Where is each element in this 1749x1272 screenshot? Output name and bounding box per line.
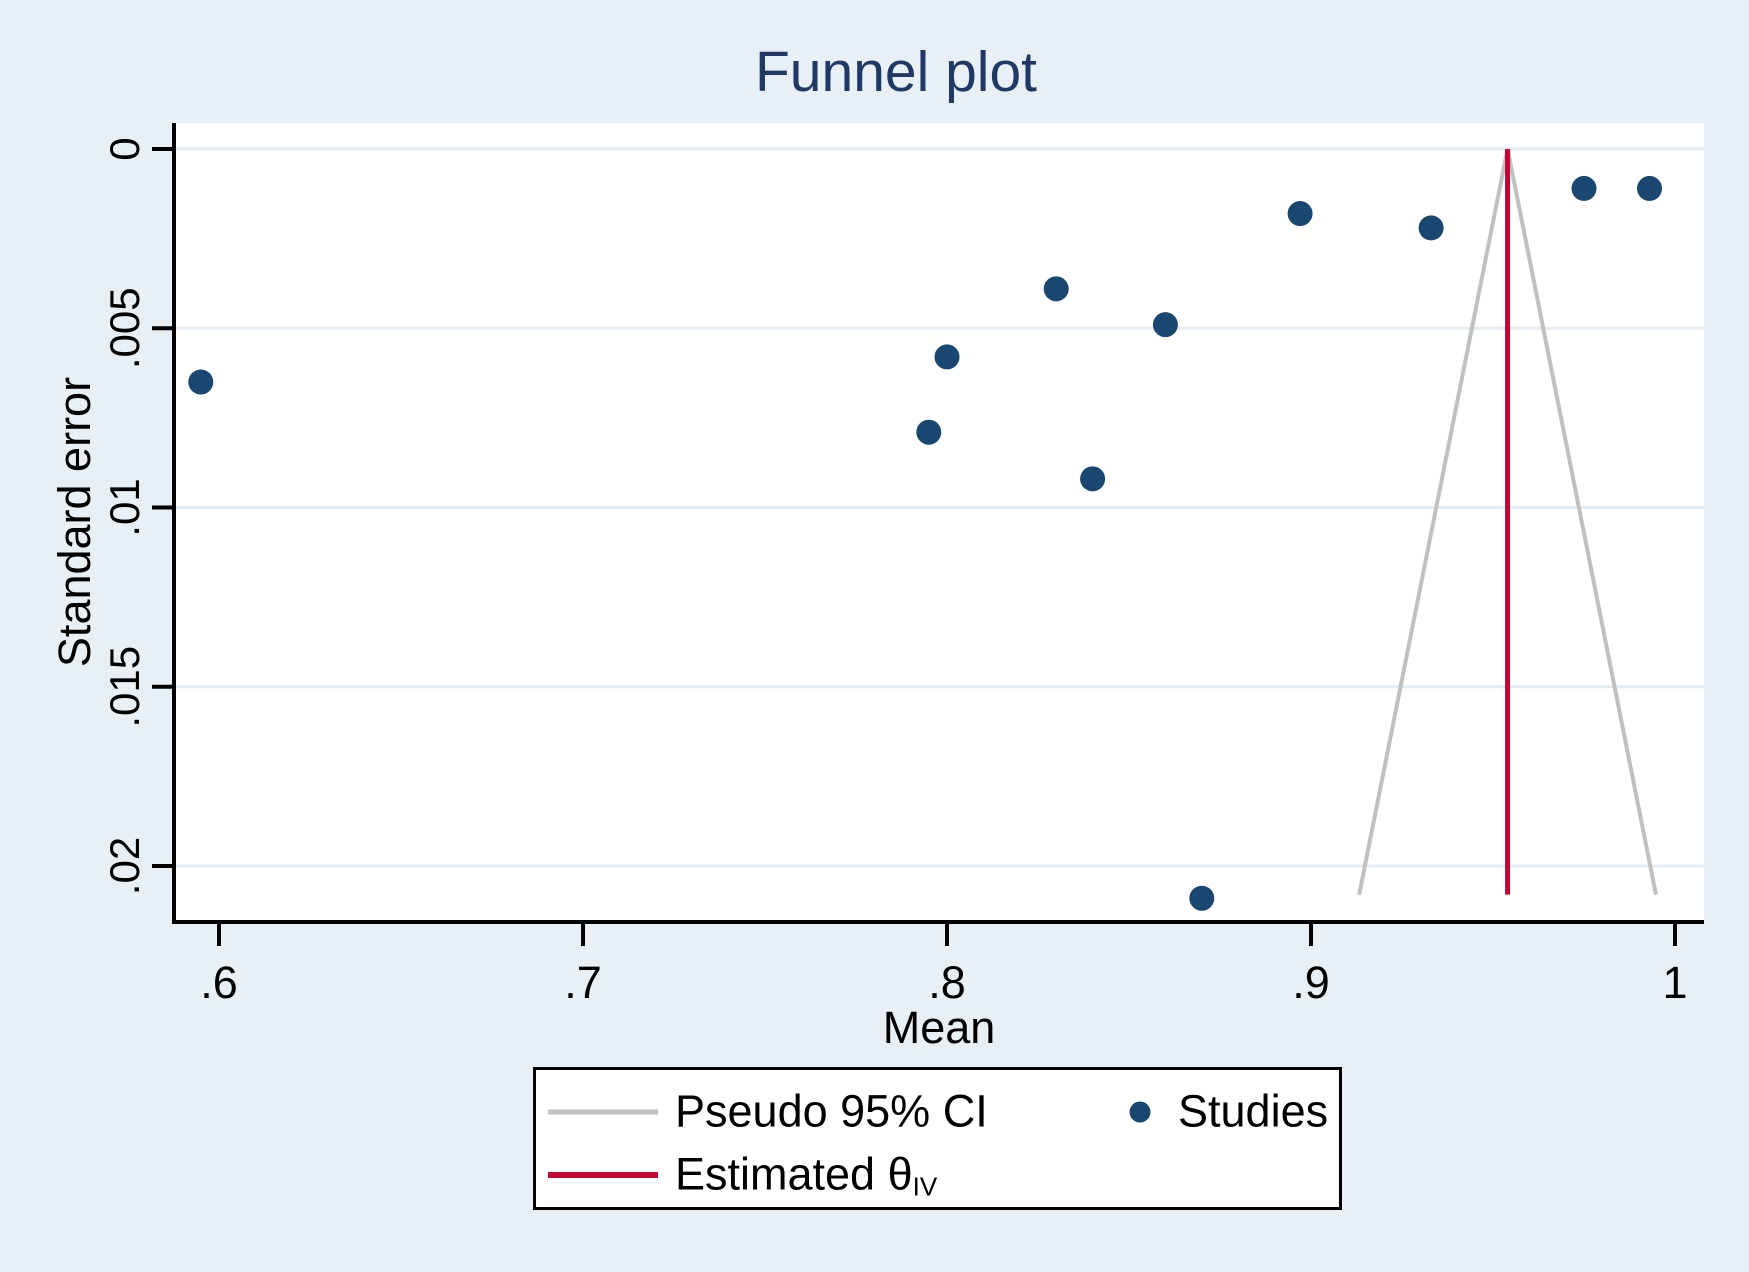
pseudo-ci-right-line: [1505, 148, 1658, 896]
study-point: [1080, 466, 1106, 492]
legend-label-estimate-subscript: IV: [912, 1171, 938, 1202]
x-tick-label: .6: [200, 957, 238, 1008]
x-tick-label: .9: [1292, 957, 1330, 1008]
study-point: [1189, 885, 1215, 911]
legend-label-estimate: Estimated θIV: [675, 1148, 937, 1200]
study-point: [1043, 276, 1069, 302]
study-point: [1152, 312, 1178, 338]
plot-background: [174, 123, 1704, 922]
chart-title: Funnel plot: [754, 40, 1038, 104]
legend-label-estimate-main: Estimated θ: [675, 1148, 913, 1200]
legend-label-studies: Studies: [1178, 1085, 1329, 1137]
y-tick-label: .01: [101, 478, 148, 536]
x-tick-label: .8: [928, 957, 966, 1008]
y-tick-label: .02: [101, 837, 148, 895]
y-tick-label: .015: [101, 646, 148, 728]
estimate-line-swatch: [548, 1172, 658, 1178]
x-tick-label: 1: [1662, 957, 1687, 1008]
y-tick-label: 0: [101, 137, 148, 160]
study-point: [1418, 215, 1444, 241]
x-axis-title: Mean: [882, 1002, 996, 1053]
study-point: [934, 344, 960, 370]
legend-label-pseudo-ci: Pseudo 95% CI: [675, 1085, 988, 1137]
y-tick-label: .005: [101, 287, 148, 369]
pseudo-ci-left-line: [1357, 148, 1510, 896]
y-axis-title: Standard error: [49, 376, 100, 668]
studies-marker-swatch: [1129, 1101, 1151, 1123]
study-point: [1637, 175, 1663, 201]
x-tick-label: .7: [564, 957, 602, 1008]
study-point: [1287, 201, 1313, 227]
pseudo-ci-line-swatch: [548, 1109, 658, 1115]
legend-box: Pseudo 95% CI Studies Estimated θIV: [533, 1067, 1342, 1210]
study-point: [916, 419, 942, 445]
study-point: [1571, 175, 1597, 201]
study-point: [188, 369, 214, 395]
